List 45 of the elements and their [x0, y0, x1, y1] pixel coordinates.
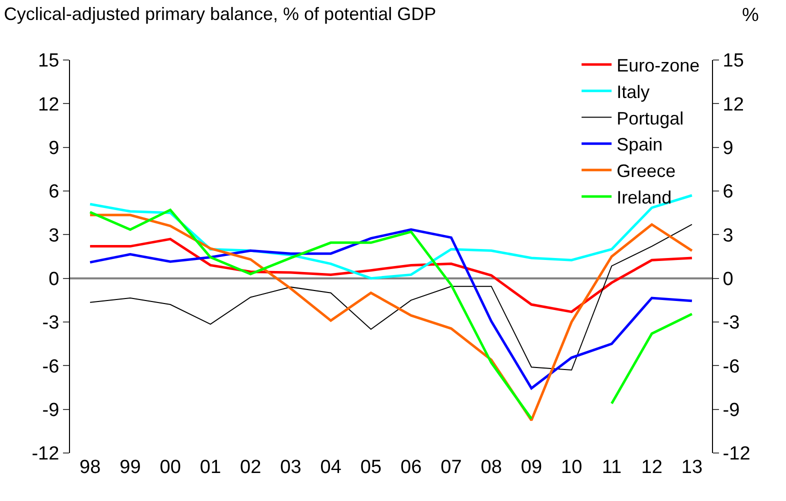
- y2-tick-label: 0: [722, 268, 734, 290]
- y-tick-label: 6: [48, 182, 60, 203]
- legend-label: Italy: [616, 82, 650, 102]
- x-tick-label: 06: [400, 457, 422, 478]
- y-tick-label: 12: [38, 94, 60, 116]
- x-tick-label: 07: [440, 457, 462, 478]
- x-tick-label: 08: [480, 457, 502, 478]
- x-tick-label: 04: [320, 457, 342, 478]
- x-tick-label: 02: [240, 457, 262, 478]
- x-tick-label: 05: [360, 457, 382, 478]
- x-tick-label: 09: [520, 457, 542, 478]
- y-tick-label: 15: [38, 50, 60, 72]
- y-tick-label: -12: [32, 444, 60, 465]
- x-tick-label: 13: [681, 457, 703, 478]
- y-tick-label: 0: [48, 268, 60, 290]
- x-tick-label: 98: [79, 457, 101, 478]
- line-series: [88, 238, 694, 314]
- legend-label: Euro-zone: [616, 55, 700, 76]
- legend-label: Greece: [616, 161, 676, 182]
- y-tick-label: -6: [42, 356, 60, 378]
- y2-tick-label: 6: [722, 182, 734, 203]
- y2-axis-title: %: [742, 5, 759, 26]
- x-tick-label: 12: [641, 457, 662, 478]
- y2-tick-label: -3: [722, 312, 740, 334]
- y2-tick-label: 9: [722, 138, 734, 159]
- x-tick-label: 99: [120, 457, 141, 478]
- legend-label: Ireland: [616, 187, 672, 208]
- y2-tick-label: -12: [722, 444, 750, 465]
- x-tick-label: 00: [160, 457, 181, 478]
- chart-title: Cyclical-adjusted primary balance, % of potential GDP: [4, 4, 436, 24]
- x-tick-label: 10: [560, 457, 582, 478]
- x-tick-label: 03: [280, 457, 302, 478]
- y2-tick-label: 12: [722, 94, 744, 116]
- legend-label: Spain: [616, 134, 663, 155]
- y2-tick-label: 3: [722, 225, 734, 246]
- y-tick-label: -9: [42, 400, 60, 421]
- x-tick-label: 11: [602, 457, 622, 478]
- y-tick-label: -3: [42, 312, 60, 334]
- x-tick-label: 01: [200, 457, 222, 478]
- y2-tick-label: 15: [722, 50, 744, 72]
- y-tick-label: 9: [48, 138, 60, 159]
- legend-label: Portugal: [616, 108, 684, 128]
- y2-tick-label: -6: [722, 356, 740, 378]
- y-tick-label: 3: [48, 225, 60, 246]
- y2-tick-label: -9: [722, 400, 740, 421]
